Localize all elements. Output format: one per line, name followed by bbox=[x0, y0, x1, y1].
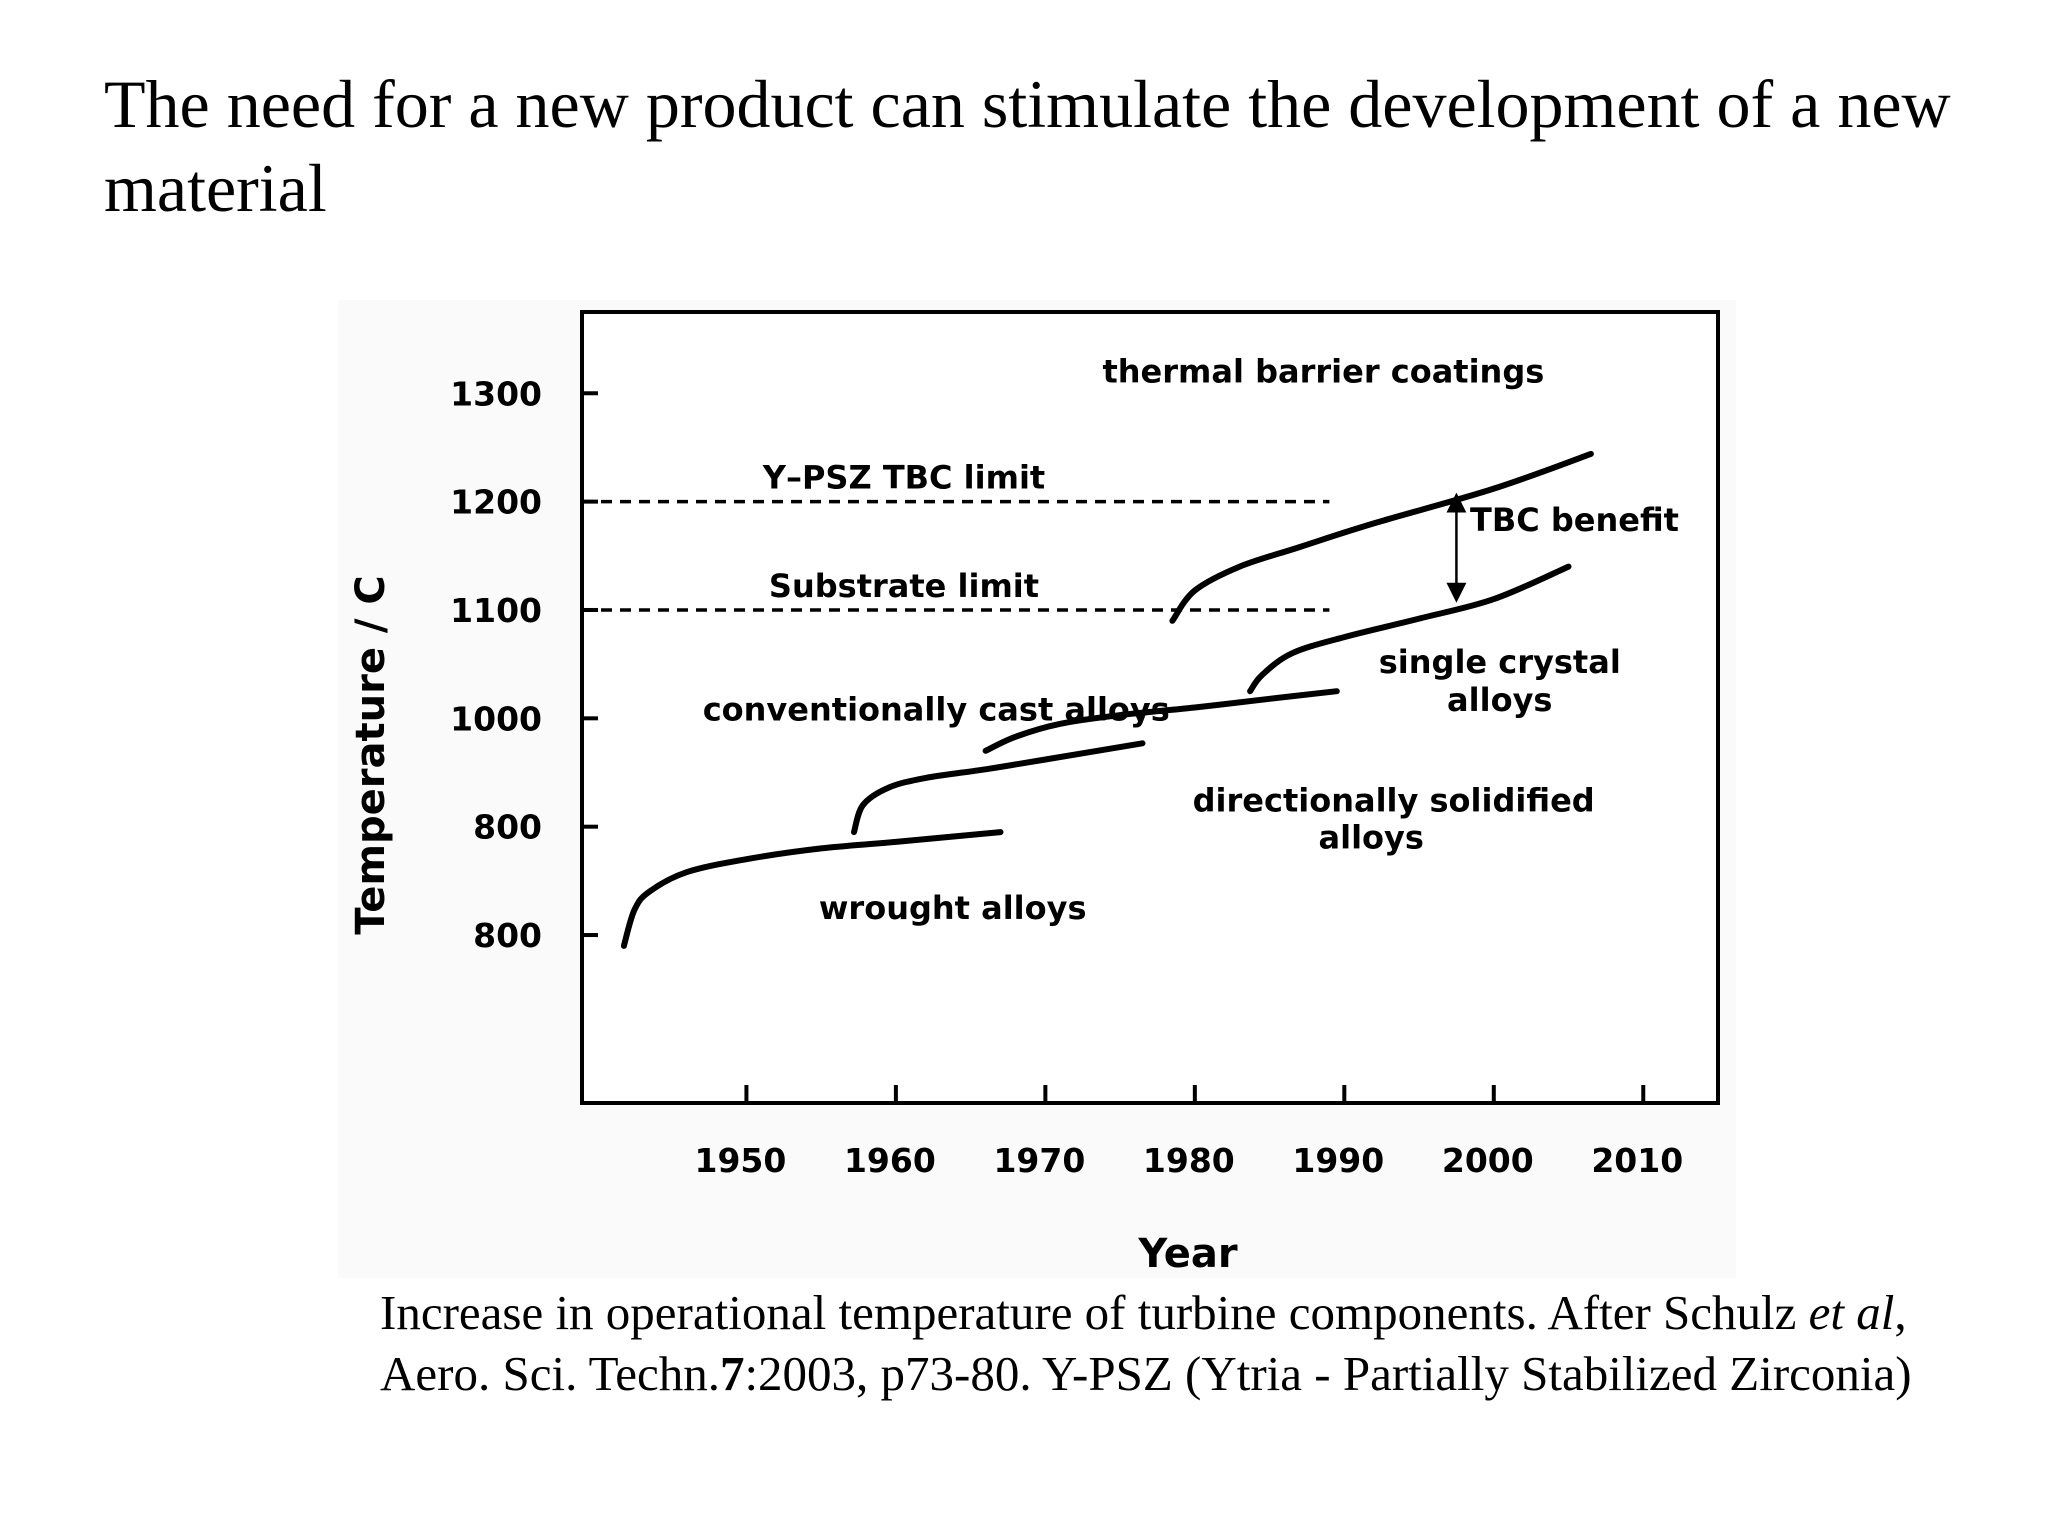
x-tick-label: 1960 bbox=[844, 1141, 936, 1180]
x-tick-label: 1980 bbox=[1143, 1141, 1235, 1180]
chart-annotation: TBC benefit bbox=[1470, 501, 1679, 539]
y-tick-label: 1100 bbox=[450, 591, 542, 630]
chart-annotation: alloys bbox=[1319, 818, 1424, 856]
chart-annotation: wrought alloys bbox=[819, 889, 1087, 927]
chart-annotation: conventionally cast alloys bbox=[703, 691, 1170, 729]
series-line bbox=[620, 829, 1004, 949]
caption-text-1: Increase in operational temperature of t… bbox=[380, 1285, 1809, 1340]
series-line bbox=[1247, 563, 1572, 695]
chart-annotation: single crystal bbox=[1379, 643, 1621, 681]
x-tick-label: 1990 bbox=[1292, 1141, 1384, 1180]
series-line bbox=[851, 740, 1146, 836]
series-group bbox=[620, 450, 1594, 949]
plot-frame bbox=[580, 310, 1720, 1105]
caption-text-3: :2003, p73-80. Y-PSZ (Ytria - Partially … bbox=[744, 1346, 1912, 1401]
slide-title: The need for a new product can stimulate… bbox=[104, 66, 1951, 226]
reference-line-label: Substrate limit bbox=[769, 567, 1039, 605]
series-line bbox=[982, 688, 1340, 754]
series-line bbox=[1169, 450, 1594, 624]
x-tick-label: 2010 bbox=[1591, 1141, 1683, 1180]
reference-lines: Y–PSZ TBC limit Substrate limit bbox=[582, 459, 1330, 612]
x-tick-label: 2000 bbox=[1442, 1141, 1534, 1180]
caption-volume: 7 bbox=[719, 1346, 745, 1401]
x-axis-title: Year bbox=[1137, 1231, 1237, 1277]
y-axis: 800 800 1000 1100 1200 1300 bbox=[450, 374, 598, 955]
annotations-group: thermal barrier coatings TBC benefit singl… bbox=[703, 352, 1679, 926]
y-tick-label: 1000 bbox=[450, 699, 542, 738]
y-tick-label: 800 bbox=[473, 916, 542, 955]
caption-text-2: , Aero. Sci. Techn. bbox=[380, 1285, 1907, 1401]
chart-annotation: thermal barrier coatings bbox=[1102, 352, 1544, 390]
chart-annotation: alloys bbox=[1447, 681, 1552, 719]
caption-italic-et-al: et al bbox=[1808, 1285, 1895, 1340]
figure-caption: Increase in operational temperature of t… bbox=[380, 1282, 1980, 1404]
x-tick-label: 1970 bbox=[993, 1141, 1085, 1180]
y-tick-label: 800 bbox=[473, 808, 542, 847]
y-tick-label: 1300 bbox=[450, 374, 542, 413]
chart-annotation: directionally solidified bbox=[1193, 782, 1595, 820]
x-axis: 1950 1960 1970 1980 1990 2000 2010 bbox=[694, 1085, 1683, 1180]
y-axis-title: Temperature / C bbox=[348, 575, 394, 935]
x-tick-label: 1950 bbox=[694, 1141, 786, 1180]
y-tick-label: 1200 bbox=[450, 483, 542, 522]
reference-line-label: Y–PSZ TBC limit bbox=[762, 459, 1045, 497]
